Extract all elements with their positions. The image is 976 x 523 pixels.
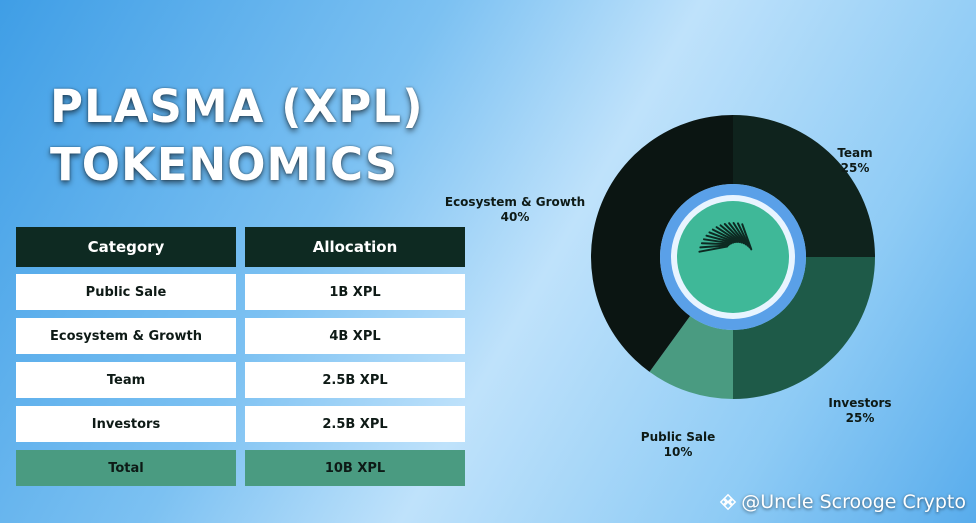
title-line-2: TOKENOMICS	[50, 138, 399, 191]
slice-team	[733, 115, 875, 257]
slice-label: Investors	[828, 396, 891, 410]
table-total-row: Total 10B XPL	[16, 450, 465, 486]
slice-value-label: 40%	[501, 210, 530, 224]
slice-value-label: 25%	[846, 411, 875, 425]
cell-allocation: 4B XPL	[245, 318, 465, 354]
cell-category: Public Sale	[16, 274, 236, 310]
watermark: @Uncle Scrooge Crypto	[719, 491, 966, 513]
cell-total-allocation: 10B XPL	[245, 450, 465, 486]
table-row: Team 2.5B XPL	[16, 362, 465, 398]
slice-investors	[733, 257, 875, 399]
cell-allocation: 2.5B XPL	[245, 406, 465, 442]
cell-allocation: 1B XPL	[245, 274, 465, 310]
donut-chart: Team 25% Investors 25% Public Sale 10% Ecosyst…	[445, 115, 920, 480]
table-row: Investors 2.5B XPL	[16, 406, 465, 442]
allocation-table: Category Allocation Public Sale 1B XPL E…	[16, 227, 465, 494]
page-title: PLASMA (XPL) TOKENOMICS	[50, 78, 470, 194]
cell-category: Team	[16, 362, 236, 398]
table-row: Public Sale 1B XPL	[16, 274, 465, 310]
table-header-row: Category Allocation	[16, 227, 465, 267]
table-row: Ecosystem & Growth 4B XPL	[16, 318, 465, 354]
title-line-1: PLASMA (XPL)	[50, 80, 424, 133]
cell-category: Investors	[16, 406, 236, 442]
header-allocation: Allocation	[245, 227, 465, 267]
slice-label: Ecosystem & Growth	[445, 195, 585, 209]
watermark-text: @Uncle Scrooge Crypto	[741, 491, 966, 513]
slice-ecosystem-growth	[591, 115, 733, 372]
slice-label: Team	[837, 146, 872, 160]
slice-label: Public Sale	[641, 430, 715, 444]
header-category: Category	[16, 227, 236, 267]
binance-diamond-icon	[719, 493, 737, 511]
plasma-logo-icon	[677, 201, 789, 313]
plasma-logo-swirl-icon	[698, 222, 753, 253]
slice-value-label: 10%	[664, 445, 693, 459]
cell-total-category: Total	[16, 450, 236, 486]
slice-public-sale	[649, 316, 733, 399]
slice-value-label: 25%	[841, 161, 870, 175]
cell-category: Ecosystem & Growth	[16, 318, 236, 354]
cell-allocation: 2.5B XPL	[245, 362, 465, 398]
